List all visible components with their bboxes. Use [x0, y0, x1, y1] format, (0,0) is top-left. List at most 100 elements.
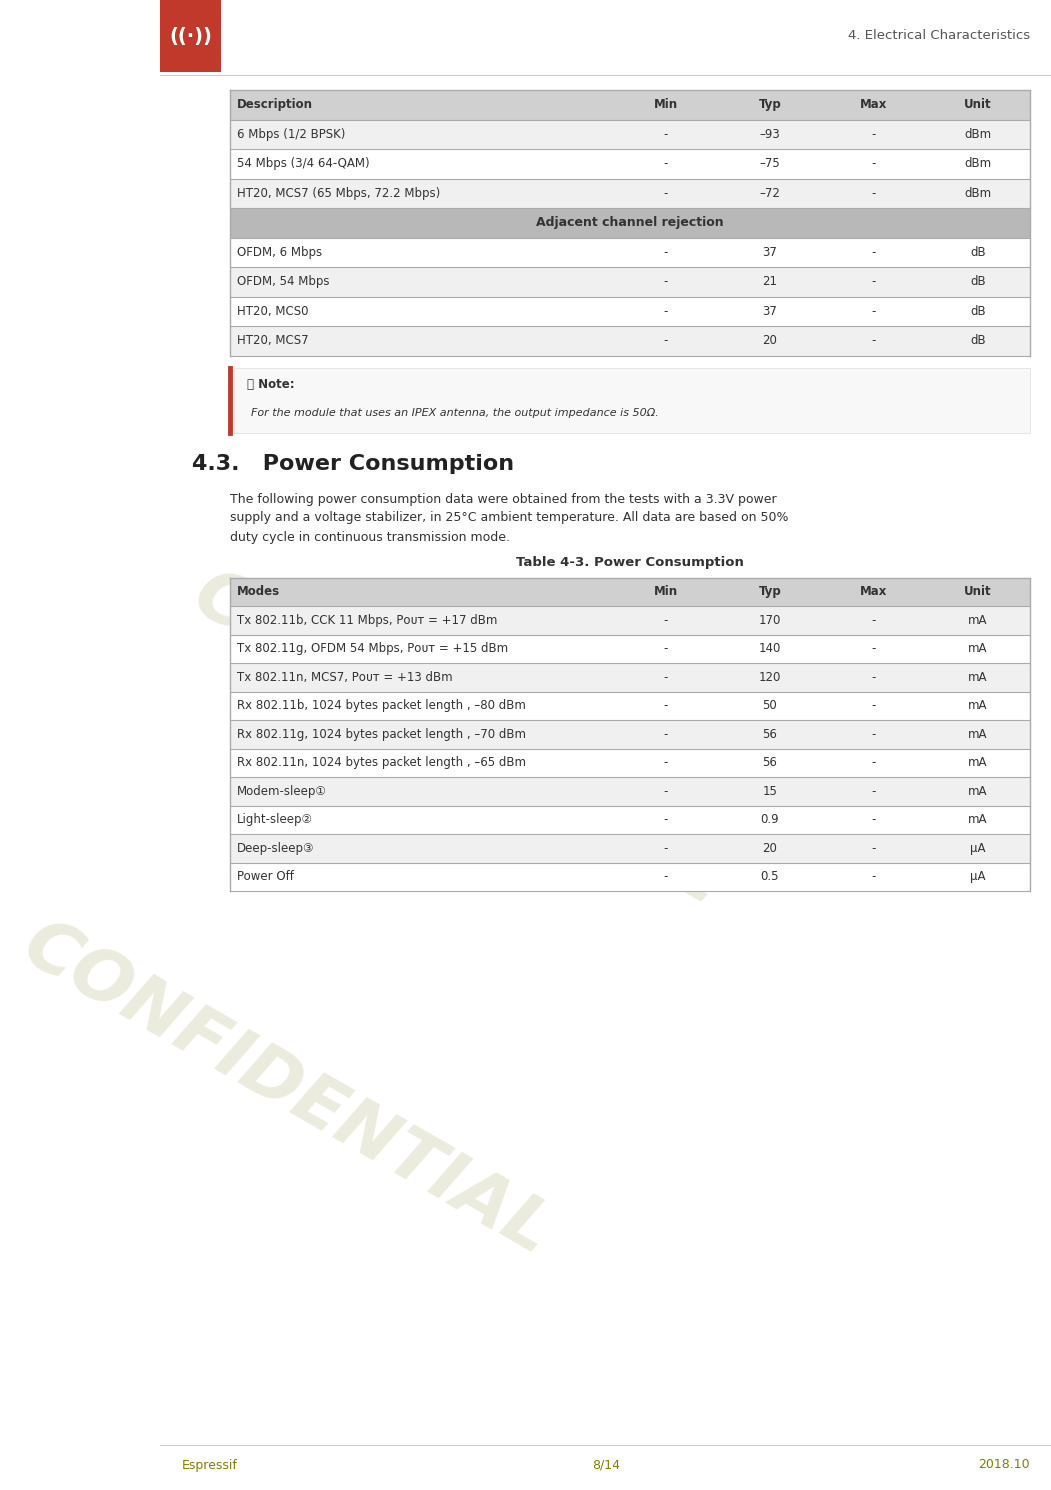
- Text: mA: mA: [968, 642, 988, 656]
- Text: mA: mA: [968, 614, 988, 627]
- Text: Typ: Typ: [759, 586, 781, 599]
- Text: 20: 20: [762, 334, 778, 347]
- Text: dB: dB: [970, 305, 986, 317]
- Text: -: -: [871, 334, 877, 347]
- Text: -: -: [663, 246, 668, 259]
- Text: -: -: [663, 158, 668, 170]
- Text: 21: 21: [762, 276, 778, 288]
- Text: -: -: [663, 128, 668, 140]
- Text: -: -: [871, 246, 877, 259]
- Text: HT20, MCS0: HT20, MCS0: [236, 305, 308, 317]
- Text: 📖 Note:: 📖 Note:: [247, 378, 294, 390]
- Text: -: -: [663, 642, 668, 656]
- Text: -: -: [871, 842, 877, 855]
- Text: -: -: [871, 870, 877, 884]
- Text: mA: mA: [968, 814, 988, 827]
- Text: -: -: [663, 305, 668, 317]
- Text: -: -: [871, 757, 877, 769]
- Text: OFDM, 6 Mbps: OFDM, 6 Mbps: [236, 246, 322, 259]
- Text: -: -: [871, 727, 877, 741]
- Text: Rx 802.11n, 1024 bytes packet length , –65 dBm: Rx 802.11n, 1024 bytes packet length , –…: [236, 757, 526, 769]
- Text: 20: 20: [762, 842, 778, 855]
- Text: –75: –75: [760, 158, 780, 170]
- FancyBboxPatch shape: [230, 748, 1030, 776]
- Text: 56: 56: [762, 757, 778, 769]
- Text: -: -: [871, 670, 877, 684]
- Text: 140: 140: [759, 642, 781, 656]
- Text: mA: mA: [968, 757, 988, 769]
- Text: 15: 15: [762, 785, 778, 797]
- FancyBboxPatch shape: [230, 834, 1030, 863]
- Text: μA: μA: [970, 842, 986, 855]
- Text: dBm: dBm: [964, 158, 991, 170]
- Text: The following power consumption data were obtained from the tests with a 3.3V po: The following power consumption data wer…: [230, 493, 788, 544]
- Text: 50: 50: [762, 699, 777, 712]
- Text: Modem-sleep①: Modem-sleep①: [236, 785, 327, 797]
- Text: –93: –93: [760, 128, 780, 140]
- Text: 0.5: 0.5: [761, 870, 779, 884]
- Text: mA: mA: [968, 670, 988, 684]
- Text: -: -: [871, 128, 877, 140]
- Text: 120: 120: [759, 670, 781, 684]
- Text: dBm: dBm: [964, 128, 991, 140]
- Text: 54 Mbps (3/4 64-QAM): 54 Mbps (3/4 64-QAM): [236, 158, 369, 170]
- Text: 6 Mbps (1/2 BPSK): 6 Mbps (1/2 BPSK): [236, 128, 345, 140]
- FancyBboxPatch shape: [230, 806, 1030, 834]
- FancyBboxPatch shape: [230, 297, 1030, 326]
- Text: Espressif: Espressif: [182, 1459, 238, 1472]
- Text: Min: Min: [654, 98, 678, 112]
- Text: mA: mA: [968, 699, 988, 712]
- Text: mA: mA: [968, 785, 988, 797]
- FancyBboxPatch shape: [230, 635, 1030, 663]
- FancyBboxPatch shape: [230, 149, 1030, 179]
- Text: -: -: [663, 614, 668, 627]
- Text: -: -: [663, 870, 668, 884]
- FancyBboxPatch shape: [230, 776, 1030, 806]
- Text: -: -: [663, 757, 668, 769]
- Text: Max: Max: [860, 98, 887, 112]
- Text: Light-sleep②: Light-sleep②: [236, 814, 312, 827]
- Text: Tx 802.11n, MCS7, Pᴏᴜᴛ = +13 dBm: Tx 802.11n, MCS7, Pᴏᴜᴛ = +13 dBm: [236, 670, 452, 684]
- Text: –72: –72: [760, 186, 780, 200]
- FancyBboxPatch shape: [230, 691, 1030, 720]
- Text: -: -: [663, 727, 668, 741]
- Text: 37: 37: [762, 305, 778, 317]
- Text: Rx 802.11b, 1024 bytes packet length , –80 dBm: Rx 802.11b, 1024 bytes packet length , –…: [236, 699, 526, 712]
- Text: -: -: [871, 785, 877, 797]
- FancyBboxPatch shape: [230, 578, 1030, 606]
- Text: -: -: [871, 186, 877, 200]
- Text: Max: Max: [860, 586, 887, 599]
- Text: Tx 802.11g, OFDM 54 Mbps, Pᴏᴜᴛ = +15 dBm: Tx 802.11g, OFDM 54 Mbps, Pᴏᴜᴛ = +15 dBm: [236, 642, 508, 656]
- Text: Min: Min: [654, 586, 678, 599]
- Text: -: -: [871, 276, 877, 288]
- Text: 2018.10: 2018.10: [978, 1459, 1030, 1472]
- Text: -: -: [871, 614, 877, 627]
- Text: 0.9: 0.9: [761, 814, 779, 827]
- Text: mA: mA: [968, 727, 988, 741]
- Text: -: -: [871, 814, 877, 827]
- FancyBboxPatch shape: [230, 326, 1030, 356]
- FancyBboxPatch shape: [230, 663, 1030, 691]
- Text: Unit: Unit: [964, 586, 992, 599]
- Text: dBm: dBm: [964, 186, 991, 200]
- FancyBboxPatch shape: [230, 863, 1030, 891]
- FancyBboxPatch shape: [161, 0, 222, 72]
- Text: ((·)): ((·)): [169, 27, 212, 46]
- FancyBboxPatch shape: [230, 267, 1030, 297]
- Text: Rx 802.11g, 1024 bytes packet length , –70 dBm: Rx 802.11g, 1024 bytes packet length , –…: [236, 727, 526, 741]
- Text: 4.3.   Power Consumption: 4.3. Power Consumption: [191, 454, 514, 474]
- Text: HT20, MCS7: HT20, MCS7: [236, 334, 308, 347]
- FancyBboxPatch shape: [230, 119, 1030, 149]
- Text: Modes: Modes: [236, 586, 280, 599]
- FancyBboxPatch shape: [230, 237, 1030, 267]
- FancyBboxPatch shape: [230, 179, 1030, 209]
- Text: -: -: [663, 814, 668, 827]
- Text: 170: 170: [759, 614, 781, 627]
- FancyBboxPatch shape: [234, 368, 1030, 432]
- Text: -: -: [663, 334, 668, 347]
- Text: -: -: [871, 699, 877, 712]
- Text: -: -: [663, 785, 668, 797]
- Text: Tx 802.11b, CCK 11 Mbps, Pᴏᴜᴛ = +17 dBm: Tx 802.11b, CCK 11 Mbps, Pᴏᴜᴛ = +17 dBm: [236, 614, 497, 627]
- Text: CONFIDENTIAL: CONFIDENTIAL: [11, 910, 564, 1269]
- Text: OFDM, 54 Mbps: OFDM, 54 Mbps: [236, 276, 329, 288]
